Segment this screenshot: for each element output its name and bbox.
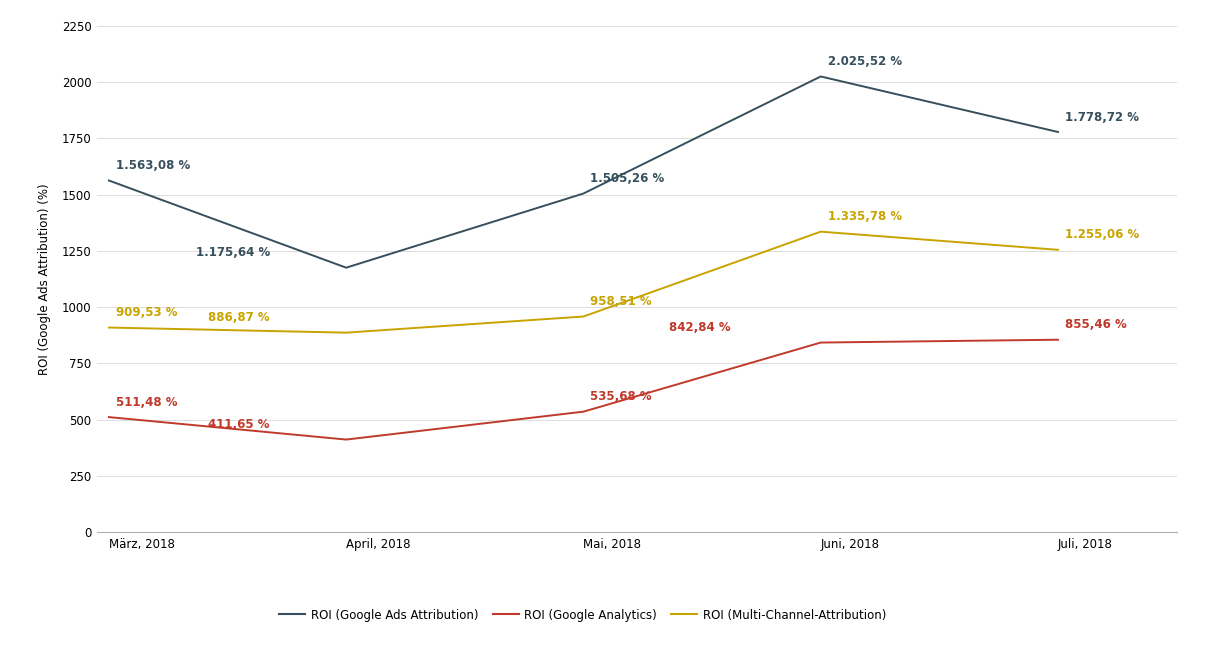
Text: 1.255,06 %: 1.255,06 % xyxy=(1065,228,1139,241)
Text: 1.505,26 %: 1.505,26 % xyxy=(591,172,665,185)
Text: 909,53 %: 909,53 % xyxy=(116,306,177,319)
Legend: ROI (Google Ads Attribution), ROI (Google Analytics), ROI (Multi-Channel-Attribu: ROI (Google Ads Attribution), ROI (Googl… xyxy=(274,604,892,626)
Text: 411,65 %: 411,65 % xyxy=(209,418,269,431)
Text: 1.175,64 %: 1.175,64 % xyxy=(195,247,269,260)
Text: 511,48 %: 511,48 % xyxy=(116,396,177,409)
Text: 1.563,08 %: 1.563,08 % xyxy=(116,159,190,172)
Text: 535,68 %: 535,68 % xyxy=(591,390,653,403)
Text: 855,46 %: 855,46 % xyxy=(1065,319,1127,332)
Text: 1.778,72 %: 1.778,72 % xyxy=(1065,111,1139,124)
Text: 2.025,52 %: 2.025,52 % xyxy=(827,55,901,68)
Text: 958,51 %: 958,51 % xyxy=(591,295,653,308)
Y-axis label: ROI (Google Ads Attribution) (%): ROI (Google Ads Attribution) (%) xyxy=(38,183,51,375)
Text: 886,87 %: 886,87 % xyxy=(209,312,269,324)
Text: 842,84 %: 842,84 % xyxy=(668,321,730,334)
Text: 1.335,78 %: 1.335,78 % xyxy=(827,210,901,223)
